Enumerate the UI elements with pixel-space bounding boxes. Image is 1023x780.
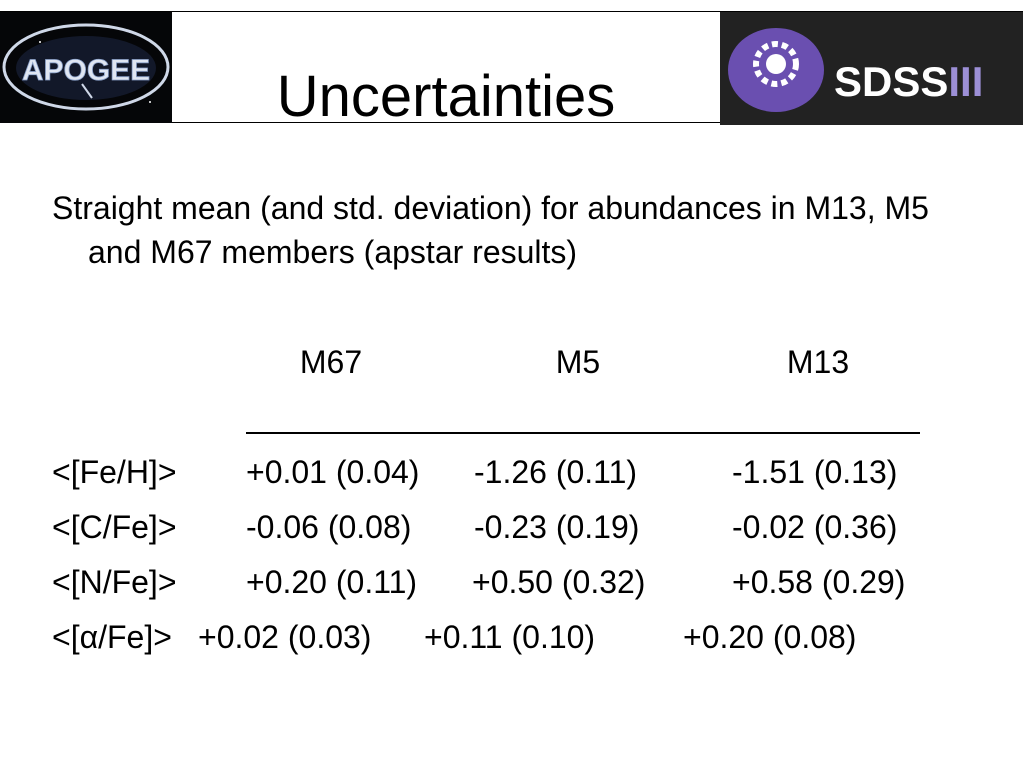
table-cell: +0.20 (0.11) — [246, 564, 418, 600]
table-cell: +0.58 (0.29) — [732, 564, 906, 600]
row-label: <[α/Fe]> — [52, 619, 172, 655]
row-label: <[N/Fe]> — [52, 564, 177, 600]
table-cell: +0.50 (0.32) — [472, 564, 646, 600]
table-cell: +0.11 (0.10) — [424, 619, 596, 655]
apogee-logo: APOGEE — [0, 12, 172, 123]
apogee-logo-text: APOGEE — [22, 54, 150, 87]
table-cell: -0.02 (0.36) — [732, 509, 898, 545]
column-header: M67 — [299, 344, 363, 380]
sdss-logo: SDSSIII — [720, 12, 1023, 125]
header-rule-bottom — [0, 122, 720, 123]
table-cell: +0.20 (0.08) — [683, 619, 857, 655]
table-cell: +0.01 (0.04) — [246, 454, 420, 490]
table-rule — [246, 432, 920, 434]
row-label: <[C/Fe]> — [52, 509, 177, 545]
row-label: <[Fe/H]> — [52, 454, 177, 490]
sdss-logo-numeral: III — [948, 58, 983, 105]
intro-text: Straight mean (and std. deviation) for a… — [52, 190, 929, 270]
column-header: M5 — [555, 344, 601, 380]
table-cell: -0.23 (0.19) — [474, 509, 640, 545]
table-cell: -0.06 (0.08) — [246, 509, 412, 545]
sdss-logo-text: SDSSIII — [834, 58, 983, 105]
table-cell: +0.02 (0.03) — [198, 619, 372, 655]
table-cell: -1.26 (0.11) — [474, 454, 638, 490]
column-header: M13 — [786, 344, 850, 380]
header-rule-top — [0, 11, 1023, 12]
table-cell: -1.51 (0.13) — [732, 454, 898, 490]
slide-title: Uncertainties — [276, 64, 616, 129]
